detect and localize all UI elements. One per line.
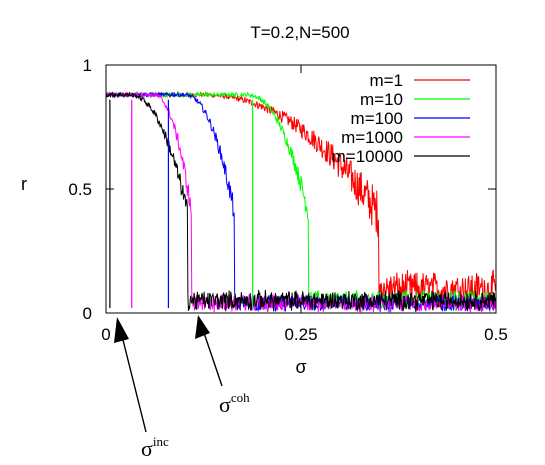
axis-ticks: [105, 64, 497, 314]
y-tick-1: 0.5: [68, 180, 92, 199]
annotation-inc-arrowhead: [114, 317, 129, 343]
y-tick-0: 0: [83, 304, 92, 323]
x-tick-2: 0.5: [484, 325, 508, 344]
chart-title: T=0.2,N=500: [250, 23, 349, 42]
annotation-inc-arrow: [120, 331, 147, 433]
x-tick-0: 0: [101, 325, 110, 344]
x-tick-1: 0.25: [284, 325, 317, 344]
annotation-inc-label: σinc: [141, 434, 169, 461]
series-line-m10000: [105, 91, 497, 312]
annotation-coh-label: σcoh: [219, 390, 250, 417]
series-line-m1: [105, 91, 497, 308]
y-axis-label: r: [21, 174, 27, 194]
legend-label-m100: m=100: [351, 109, 403, 128]
legend-label-m1000: m=1000: [341, 128, 403, 147]
annotation-coh-arrowhead: [195, 315, 210, 339]
x-axis-label: σ: [295, 357, 306, 377]
y-tick-2: 1: [83, 56, 92, 75]
legend-label-m10000: m=10000: [332, 147, 403, 166]
annotation-coh-arrow: [201, 326, 223, 387]
legend-label-m1: m=1: [369, 71, 403, 90]
plot-series: [105, 91, 497, 313]
series-line-m1000: [105, 91, 497, 313]
legend-label-m10: m=10: [360, 90, 403, 109]
